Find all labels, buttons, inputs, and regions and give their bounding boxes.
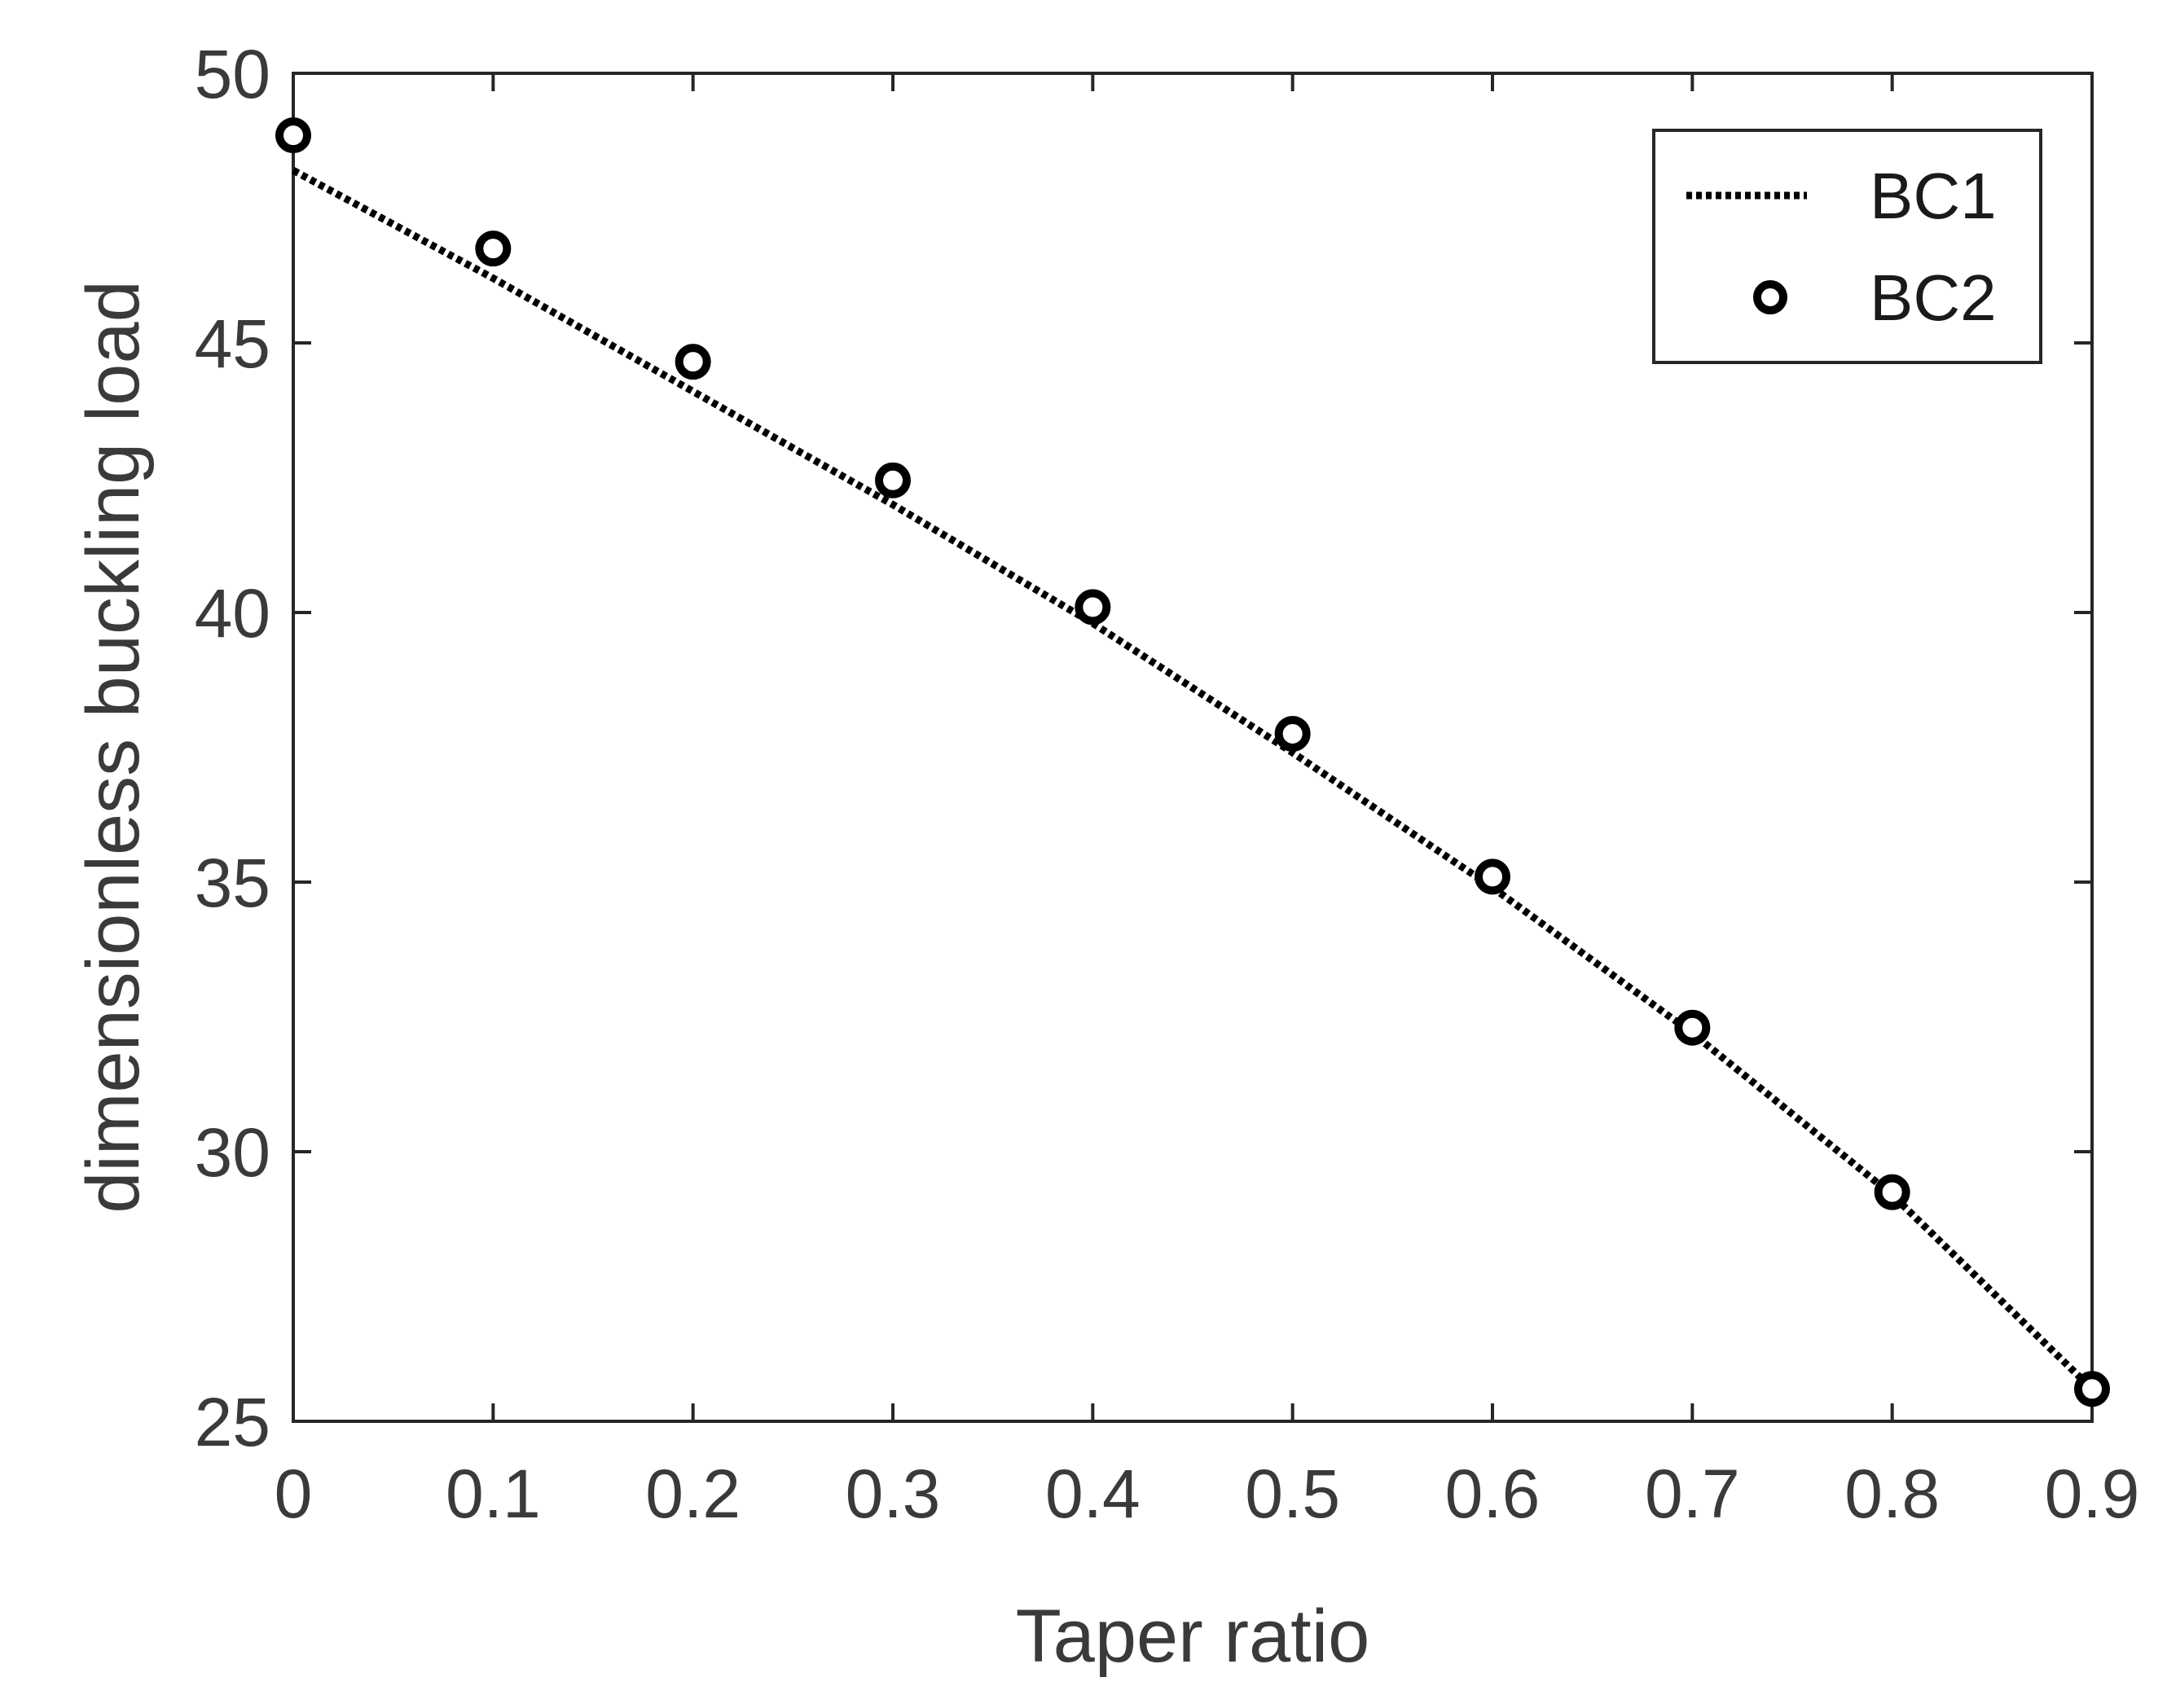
data-point-bc2 — [1874, 1174, 1910, 1210]
data-point-bc2 — [875, 462, 911, 498]
x-tick-label: 0.9 — [2045, 1456, 2140, 1532]
legend: BC1 BC2 — [1652, 129, 2042, 364]
data-point-bc2 — [1475, 858, 1510, 895]
x-tick-label: 0.8 — [1844, 1456, 1940, 1532]
series-markers — [275, 117, 2110, 1407]
data-point-bc2 — [1274, 715, 1311, 752]
x-tick-label: 0 — [275, 1456, 313, 1532]
y-axis-title: dimensionless buckling load — [72, 280, 155, 1214]
y-tick-label: 45 — [195, 305, 270, 382]
legend-swatch-bc2 — [1753, 280, 1787, 314]
y-tick-label: 40 — [195, 575, 270, 652]
data-point-bc2 — [675, 344, 711, 380]
axis-ticks — [292, 72, 2094, 1423]
y-tick-label: 50 — [195, 36, 270, 112]
x-tick-label: 0.6 — [1445, 1456, 1541, 1532]
y-tick-label: 30 — [195, 1114, 270, 1191]
y-tick-label: 25 — [195, 1384, 270, 1460]
x-tick-label: 0.4 — [1045, 1456, 1141, 1532]
x-tick-label: 0.2 — [645, 1456, 741, 1532]
x-tick-label: 0.1 — [446, 1456, 541, 1532]
series-lines — [291, 167, 2095, 1392]
legend-label-bc1: BC1 — [1870, 160, 1997, 232]
legend-label-bc2: BC2 — [1870, 261, 1997, 334]
x-tick-label: 0.7 — [1645, 1456, 1740, 1532]
data-point-bc2 — [2074, 1371, 2110, 1407]
plot-frame — [292, 72, 2094, 1423]
data-point-bc2 — [1674, 1009, 1711, 1046]
tick-labels: 0 0.1 0.2 0.3 0.4 0.5 0.6 0.7 0.8 0.9 25 30 35 40 45 50 — [195, 36, 2140, 1532]
data-point-bc2 — [275, 117, 311, 154]
x-tick-label: 0.3 — [846, 1456, 941, 1532]
x-axis-title: Taper ratio — [1016, 1595, 1370, 1678]
data-point-bc2 — [1075, 589, 1111, 626]
legend-box — [1652, 129, 2042, 364]
data-point-bc2 — [475, 231, 512, 267]
y-tick-label: 35 — [195, 845, 270, 921]
series-line-bc1 — [291, 167, 2095, 1392]
plot-area — [292, 72, 2094, 1423]
x-tick-label: 0.5 — [1245, 1456, 1340, 1532]
